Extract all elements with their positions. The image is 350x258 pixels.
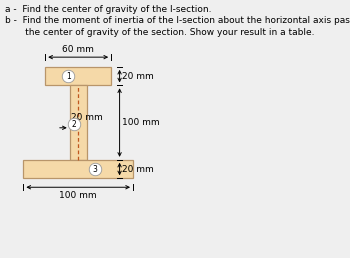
Bar bbox=[23, 160, 133, 178]
Text: 1: 1 bbox=[66, 72, 71, 81]
Text: b -  Find the moment of inertia of the I-section about the horizontal axis passi: b - Find the moment of inertia of the I-… bbox=[5, 16, 350, 25]
Text: 20 mm: 20 mm bbox=[71, 113, 103, 122]
Text: 2: 2 bbox=[71, 119, 76, 128]
Text: 100 mm: 100 mm bbox=[122, 118, 160, 127]
Text: a -  Find the center of gravity of the I-section.: a - Find the center of gravity of the I-… bbox=[5, 5, 211, 13]
Text: 3: 3 bbox=[92, 165, 97, 174]
Bar bbox=[45, 67, 111, 85]
Bar bbox=[70, 85, 87, 160]
Text: 60 mm: 60 mm bbox=[62, 45, 94, 54]
Text: 20 mm: 20 mm bbox=[122, 72, 154, 81]
Text: the center of gravity of the section. Show your result in a table.: the center of gravity of the section. Sh… bbox=[5, 28, 314, 37]
Text: 20 mm: 20 mm bbox=[122, 165, 154, 174]
Text: 100 mm: 100 mm bbox=[60, 191, 97, 200]
